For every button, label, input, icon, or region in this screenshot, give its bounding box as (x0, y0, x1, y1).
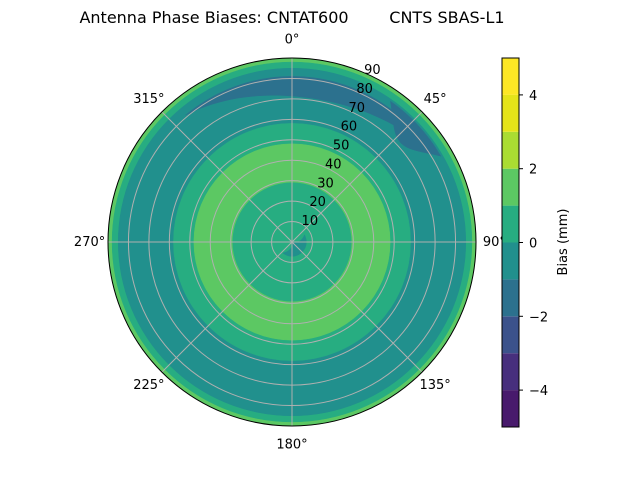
angular-gridline (291, 241, 423, 373)
colorbar-tick-label: 2 (529, 163, 537, 178)
radial-tick-label: 20 (309, 195, 326, 210)
angular-tick-label: 45° (424, 92, 447, 107)
colorbar-segment (502, 390, 519, 427)
angular-tick-labels: 0° 45° 90° 135° 180° 225° 270° 315° (74, 33, 506, 453)
radial-tick-label: 90 (364, 63, 381, 78)
colorbar: −4 −2 0 2 4 (501, 57, 548, 428)
colorbar-segment (502, 353, 519, 391)
colorbar-segment (502, 94, 519, 132)
angular-tick-label: 90° (483, 235, 506, 250)
contour-region-4 (390, 100, 442, 157)
angular-tick-label: 0° (285, 33, 300, 48)
radial-tick-label: 60 (341, 120, 358, 135)
angular-tick-label: 180° (276, 437, 307, 452)
colorbar-segment (502, 168, 519, 206)
colorbar-segment (502, 205, 519, 243)
colorbar-tick-label: 4 (529, 89, 537, 104)
colorbar-segment (502, 316, 519, 354)
colorbar-tick-label: −4 (529, 384, 548, 399)
colorbar-segment (502, 58, 519, 95)
colorbar-tick-label: −2 (529, 310, 548, 325)
chart-title: Antenna Phase Biases: CNTAT600 CNTS SBAS… (79, 8, 504, 27)
colorbar-segment (502, 242, 519, 280)
colorbar-label: Bias (mm) (556, 209, 571, 276)
angular-gridline (291, 111, 423, 243)
colorbar-segment (502, 279, 519, 317)
polar-grid (108, 58, 476, 426)
angular-tick-label: 315° (133, 92, 164, 107)
radial-tick-label: 50 (333, 139, 350, 154)
radial-tick-labels: 10 20 30 40 50 60 70 80 90 (302, 63, 381, 229)
colorbar-tick-label: 0 (529, 237, 537, 252)
angular-tick-label: 135° (419, 378, 450, 393)
radial-tick-label: 70 (348, 101, 365, 116)
polar-frame (107, 57, 477, 427)
colorbar-segment (502, 131, 519, 169)
radial-tick-label: 40 (325, 157, 342, 172)
angular-tick-label: 270° (74, 235, 105, 250)
angular-gridline (161, 241, 293, 373)
angular-gridline (161, 111, 293, 243)
radial-tick-label: 10 (302, 214, 319, 229)
radial-tick-label: 80 (356, 82, 373, 97)
radial-tick-label: 30 (317, 176, 334, 191)
angular-tick-label: 225° (133, 378, 164, 393)
